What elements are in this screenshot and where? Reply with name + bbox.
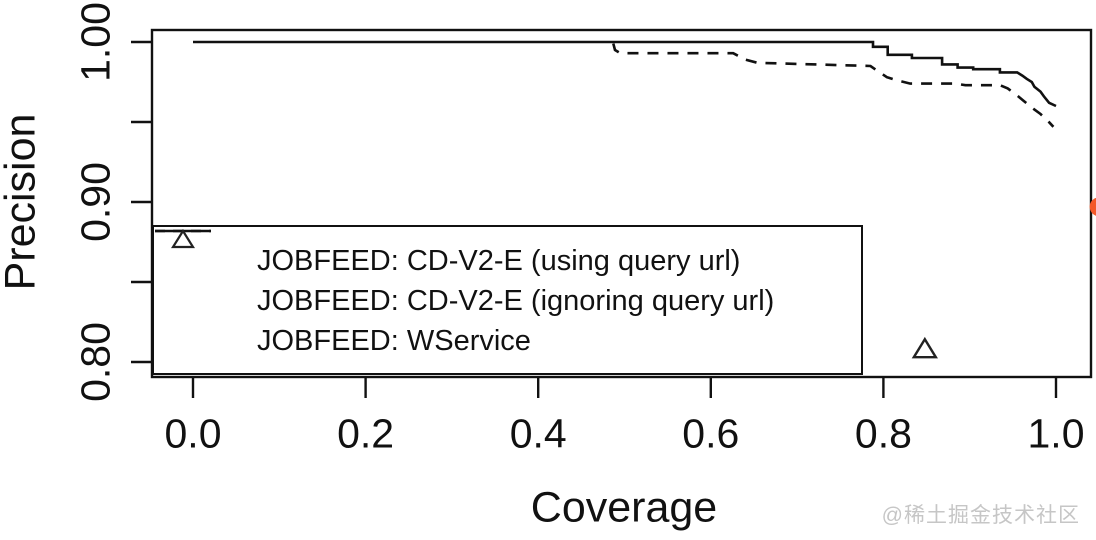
- legend-entry-ignoring-query-url: JOBFEED: CD-V2-E (ignoring query url): [154, 229, 861, 321]
- wservice-triangle-marker: [911, 336, 938, 359]
- series-line-solid: [193, 40, 1057, 108]
- legend-label: JOBFEED: WService: [257, 324, 531, 357]
- x-tick-label-0.8: 0.8: [854, 410, 912, 457]
- x-tick-label-0.6: 0.6: [682, 410, 740, 457]
- x-tick-label-0.0: 0.0: [164, 410, 222, 457]
- clipped-orange-marker: [1089, 197, 1096, 216]
- y-tick-label-0.90: 0.90: [72, 162, 119, 242]
- series-line-dashed: [612, 43, 1055, 128]
- x-tick-label-0.4: 0.4: [509, 410, 567, 457]
- legend-entry-wservice: JOBFEED: WService: [154, 228, 861, 361]
- legend-box: JOBFEED: CD-V2-E (using query url) JOBFE…: [152, 225, 863, 375]
- y-axis-label: Precision: [0, 113, 45, 291]
- y-tick-label-1.00: 1.00: [72, 2, 119, 82]
- x-axis-label: Coverage: [530, 483, 718, 532]
- legend-label: JOBFEED: CD-V2-E (ignoring query url): [257, 284, 775, 317]
- x-tick-label-1.0: 1.0: [1027, 410, 1085, 457]
- watermark: @稀土掘金技术社区: [881, 504, 1080, 527]
- y-tick-label-0.80: 0.80: [72, 322, 119, 402]
- legend-label: JOBFEED: CD-V2-E (using query url): [257, 244, 741, 277]
- x-tick-label-0.2: 0.2: [337, 410, 395, 457]
- legend-entry-using-query-url: JOBFEED: CD-V2-E (using query url): [154, 229, 861, 281]
